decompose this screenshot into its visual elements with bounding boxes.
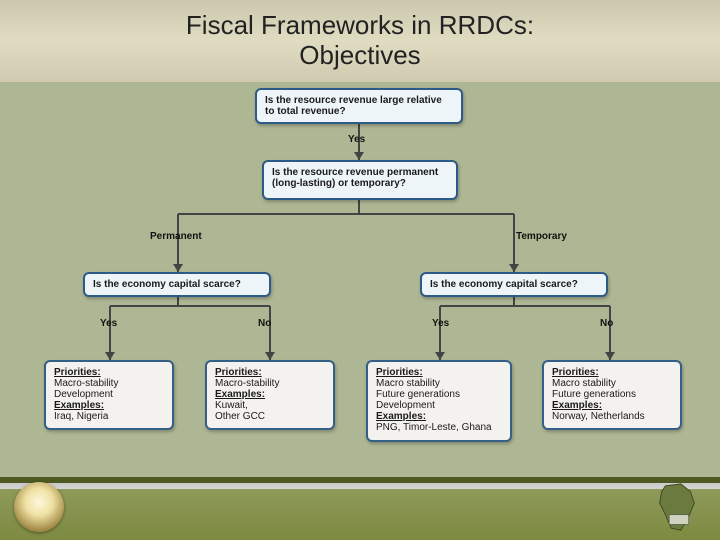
edge-label-yes_a: Yes xyxy=(100,318,117,329)
priorities-box-p4: Priorities:Macro stabilityFuture generat… xyxy=(542,360,682,430)
flowchart-stage: Is the resource revenue large relative t… xyxy=(0,82,720,477)
footer-band xyxy=(0,477,720,540)
imf-seal-icon xyxy=(14,482,64,532)
priorities-box-p1: Priorities:Macro-stabilityDevelopmentExa… xyxy=(44,360,174,430)
priorities-box-p3: Priorities:Macro stabilityFuture generat… xyxy=(366,360,512,442)
page-title: Fiscal Frameworks in RRDCs:Objectives xyxy=(186,11,534,71)
edge-label-no_b: No xyxy=(600,318,613,329)
decision-box-q3b: Is the economy capital scarce? xyxy=(420,272,608,297)
africa-map-icon xyxy=(648,482,706,534)
edge-label-yes1: Yes xyxy=(348,134,365,145)
title-band: Fiscal Frameworks in RRDCs:Objectives xyxy=(0,0,720,82)
edge-label-yes_b: Yes xyxy=(432,318,449,329)
priorities-box-p2: Priorities:Macro-stabilityExamples:Kuwai… xyxy=(205,360,335,430)
edge-label-no_a: No xyxy=(258,318,271,329)
decision-box-q3a: Is the economy capital scarce? xyxy=(83,272,271,297)
decision-box-q1: Is the resource revenue large relative t… xyxy=(255,88,463,124)
decision-box-q2: Is the resource revenue permanent (long-… xyxy=(262,160,458,200)
edge-label-permanent: Permanent xyxy=(150,231,202,242)
edge-label-temporary: Temporary xyxy=(516,231,567,242)
